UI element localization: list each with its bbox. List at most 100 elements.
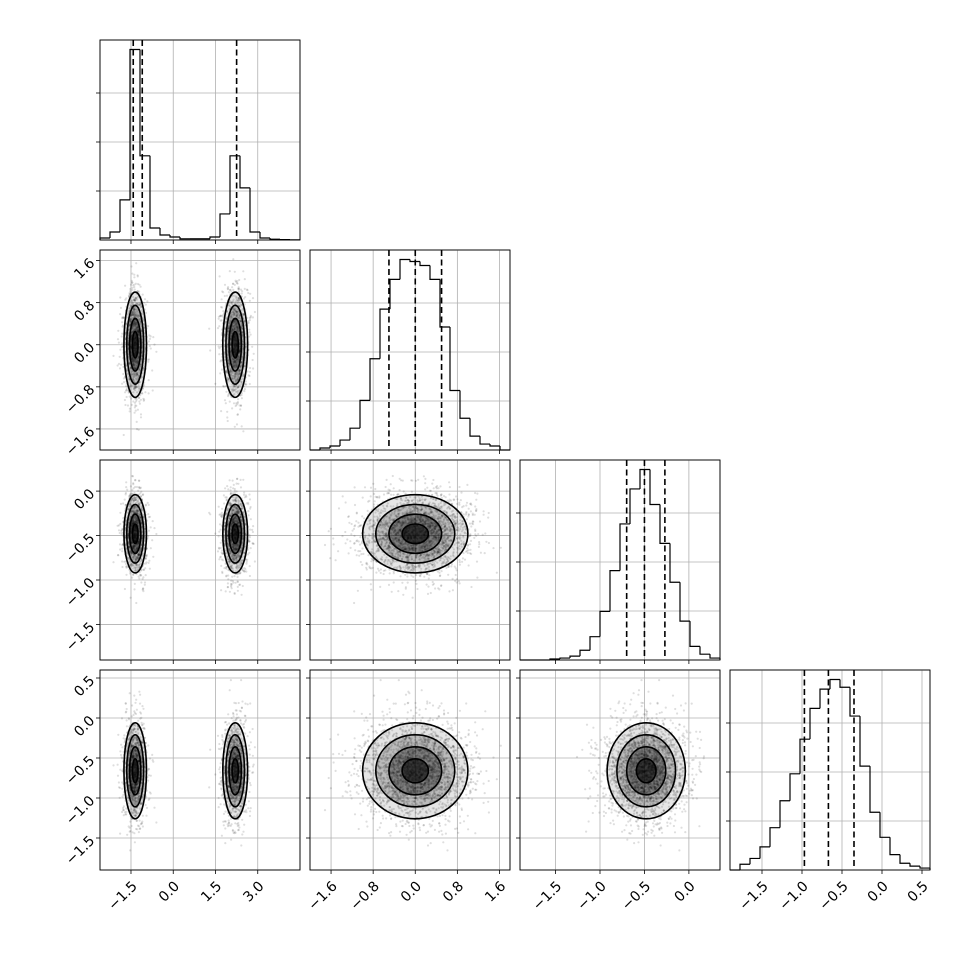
histogram-bin (759, 846, 770, 859)
sample-point (231, 407, 234, 410)
sample-point (237, 356, 240, 360)
sample-point (244, 383, 247, 386)
sample-point (137, 575, 140, 578)
sample-point (140, 490, 143, 493)
histogram-bin (399, 258, 410, 280)
sample-point (224, 590, 227, 593)
sample-point (118, 355, 121, 358)
sample-point (218, 558, 221, 561)
sample-point (125, 385, 128, 388)
histogram-bin (739, 863, 750, 870)
sample-point (220, 551, 223, 554)
sample-point (227, 393, 230, 396)
sample-point (232, 314, 235, 317)
hist-panel-border (99, 39, 301, 241)
sample-point (147, 503, 150, 506)
sample-point (118, 543, 122, 546)
histogram-bin (649, 469, 660, 506)
sample-point (236, 280, 239, 283)
sample-point (142, 493, 145, 496)
x-tick-label: 0.5 (905, 878, 932, 905)
sample-point (126, 488, 129, 491)
sample-point (124, 403, 127, 407)
histogram-bin (479, 436, 490, 445)
histogram-bin (209, 236, 220, 239)
sample-point (216, 550, 220, 553)
sample-point (125, 481, 128, 484)
sample-point (236, 376, 239, 379)
sample-point (229, 349, 232, 352)
sample-point (232, 360, 235, 363)
sample-point (240, 292, 243, 295)
histogram-bin (449, 326, 460, 392)
sample-point (117, 529, 121, 532)
sample-point (142, 576, 145, 579)
sample-point (132, 400, 135, 403)
sample-point (144, 574, 147, 577)
sample-point (143, 581, 147, 584)
sample-point (226, 330, 230, 333)
histogram-bin (779, 800, 790, 828)
histogram-bin (679, 582, 690, 622)
hist-panel-2 (306, 249, 511, 454)
sample-point (234, 279, 237, 282)
sample-point (120, 335, 123, 338)
sample-point (112, 354, 115, 357)
histogram-bin (909, 863, 920, 867)
histogram-bin (149, 155, 160, 229)
sample-point (236, 282, 239, 285)
sample-point (233, 360, 237, 363)
y-tick-label: −1.6 (63, 424, 98, 459)
sample-point (248, 331, 251, 334)
y-tick-label: −1.0 (63, 575, 98, 610)
sample-point (136, 302, 139, 305)
sample-point (225, 496, 228, 499)
sample-point (121, 342, 124, 345)
sample-point (223, 399, 227, 402)
sample-point (136, 408, 139, 411)
sample-point (146, 300, 149, 303)
sample-point (138, 396, 141, 399)
sample-point (237, 385, 240, 388)
sample-point (134, 479, 137, 482)
sample-point (252, 525, 255, 528)
y-tick-label: 0.0 (71, 486, 98, 513)
sample-point (128, 395, 131, 398)
sample-point (135, 373, 139, 376)
sample-point (232, 325, 235, 328)
histogram-bin (919, 866, 930, 869)
histogram-bin (389, 278, 400, 310)
histogram-bin (849, 687, 860, 717)
sample-point (240, 397, 243, 400)
sample-point (116, 338, 120, 341)
sample-point (135, 262, 138, 265)
sample-point (227, 327, 230, 330)
sample-point (236, 477, 239, 480)
sample-point (232, 326, 236, 329)
sample-point (136, 359, 139, 363)
sample-point (134, 389, 137, 392)
sample-point (235, 365, 238, 369)
sample-point (144, 504, 147, 507)
sample-point (143, 583, 146, 586)
sample-point (120, 529, 123, 532)
sample-point (135, 327, 139, 330)
sample-point (133, 276, 136, 279)
sample-point (125, 387, 128, 390)
histogram-bin (689, 621, 700, 647)
x-tick-label: 0.0 (865, 878, 892, 905)
histogram-bin (489, 444, 500, 447)
x-tick-label: −1.5 (736, 878, 771, 913)
sample-point (218, 325, 221, 328)
sample-point (236, 373, 239, 376)
histogram-bin (889, 837, 900, 856)
sample-point (139, 416, 143, 419)
sample-point (135, 601, 138, 605)
sample-point (219, 555, 222, 558)
sample-point (235, 490, 238, 493)
sample-point (124, 298, 127, 301)
sample-point (143, 398, 146, 401)
sample-point (238, 369, 241, 372)
sample-point (121, 547, 124, 550)
sample-point (247, 321, 250, 324)
